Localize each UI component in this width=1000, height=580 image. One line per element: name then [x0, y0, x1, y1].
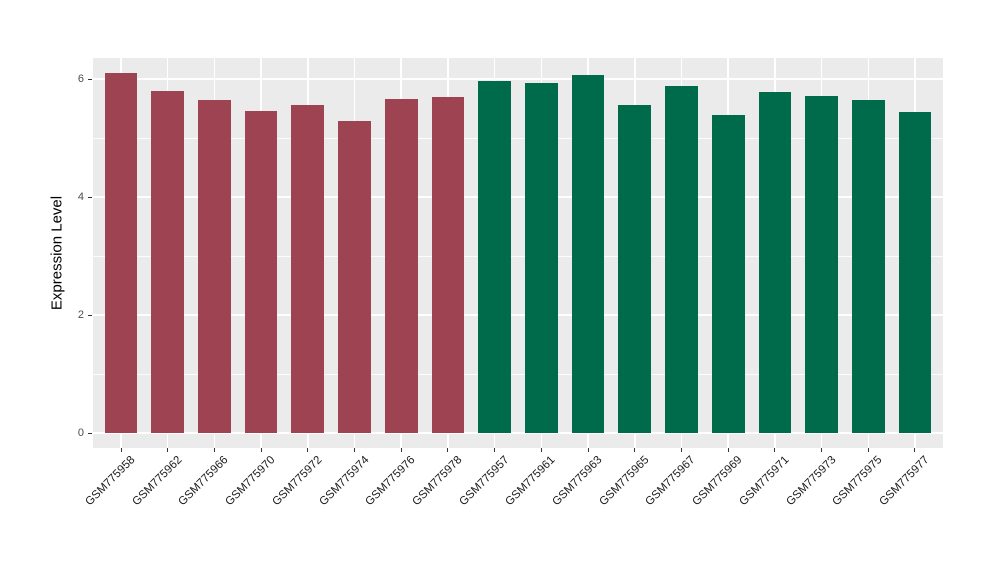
- bar-GSM775963: [571, 75, 605, 433]
- x-tick-mark: [307, 448, 309, 452]
- bar-GSM775976: [384, 99, 418, 433]
- major-gridline: [93, 78, 943, 80]
- major-gridline: [93, 196, 943, 198]
- y-tick-mark: [88, 196, 92, 198]
- x-tick-mark: [354, 448, 356, 452]
- y-tick-label: 4: [77, 191, 84, 203]
- y-tick-label: 6: [77, 73, 84, 85]
- bar-GSM775961: [525, 82, 558, 433]
- y-tick-mark: [88, 432, 92, 434]
- y-axis-title: Expression Level: [48, 195, 66, 311]
- bar-GSM775977: [898, 112, 932, 433]
- bar-GSM775966: [198, 100, 231, 433]
- y-tick-label: 0: [77, 427, 84, 439]
- minor-gridline: [93, 373, 943, 375]
- x-tick-mark: [120, 448, 122, 452]
- bar-GSM775957: [478, 81, 511, 433]
- bar-GSM775978: [431, 97, 465, 433]
- bar-GSM775965: [618, 104, 652, 433]
- bar-GSM775970: [244, 111, 278, 433]
- bar-GSM775967: [665, 86, 698, 433]
- x-tick-mark: [587, 448, 589, 452]
- x-tick-mark: [727, 448, 729, 452]
- plot-panel: [93, 58, 943, 448]
- y-tick-label: 2: [77, 309, 84, 321]
- x-tick-mark: [634, 448, 636, 452]
- x-tick-mark: [400, 448, 402, 452]
- bar-GSM775962: [151, 91, 185, 433]
- bar-GSM775969: [711, 114, 745, 433]
- x-tick-mark: [680, 448, 682, 452]
- y-tick-mark: [88, 78, 92, 80]
- x-tick-mark: [774, 448, 776, 452]
- bar-GSM775973: [805, 95, 838, 433]
- x-tick-mark: [867, 448, 869, 452]
- bar-GSM775974: [338, 120, 371, 433]
- bar-GSM775958: [104, 73, 138, 433]
- x-tick-mark: [914, 448, 916, 452]
- minor-gridline: [93, 255, 943, 257]
- x-tick-mark: [821, 448, 823, 452]
- x-tick-mark: [494, 448, 496, 452]
- bar-GSM775975: [851, 100, 885, 433]
- x-tick-mark: [167, 448, 169, 452]
- minor-gridline: [93, 137, 943, 139]
- x-tick-mark: [260, 448, 262, 452]
- major-gridline: [93, 432, 943, 434]
- x-tick-mark: [447, 448, 449, 452]
- x-tick-mark: [540, 448, 542, 452]
- x-tick-mark: [213, 448, 215, 452]
- major-gridline: [93, 314, 943, 316]
- bar-GSM775971: [758, 91, 792, 433]
- bar-GSM775972: [291, 104, 325, 433]
- y-tick-mark: [88, 314, 92, 316]
